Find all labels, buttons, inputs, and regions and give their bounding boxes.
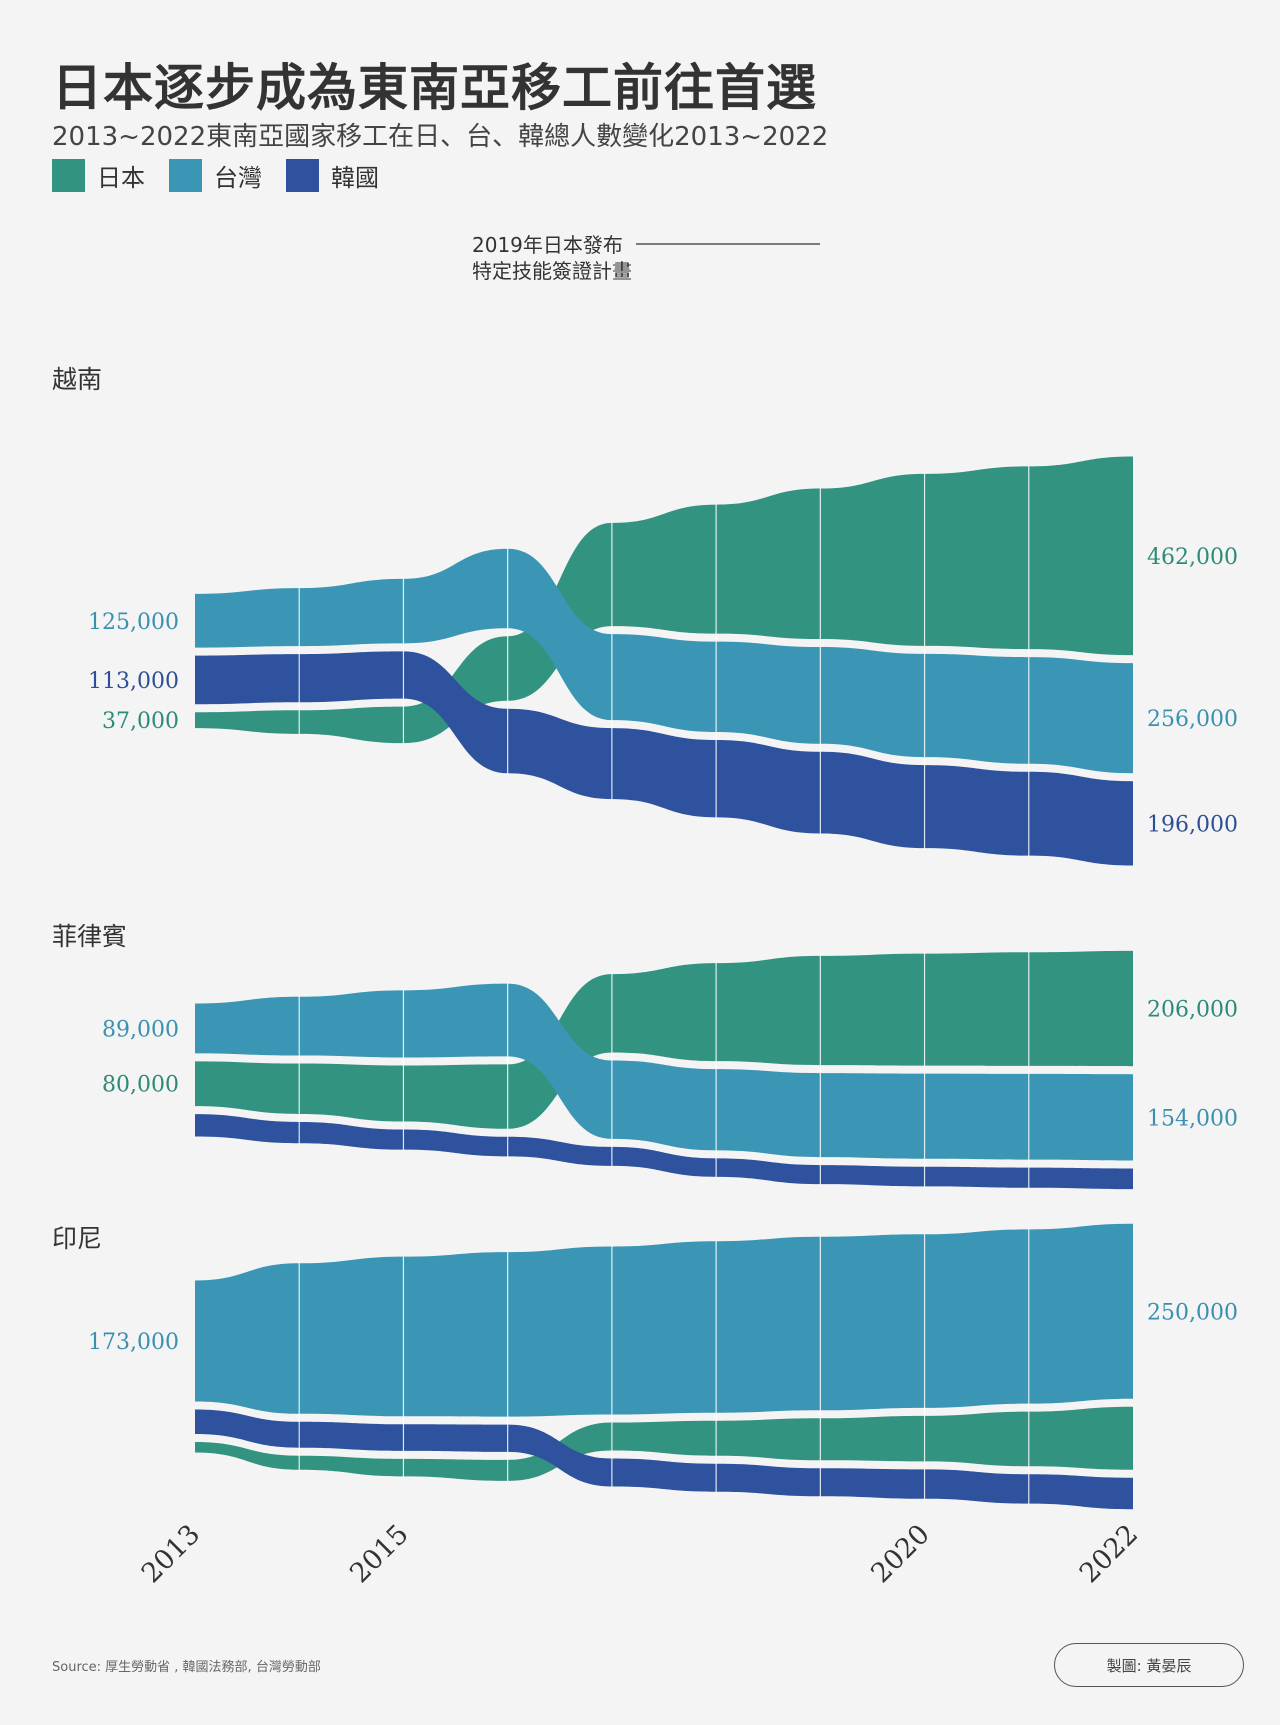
legend-swatch-korea — [286, 159, 319, 192]
panel-title-indonesia: 印尼 — [52, 1224, 102, 1253]
start-label-vietnam-日本: 37,000 — [102, 709, 179, 734]
annotation-text-line2: 特定技能簽證計畫 — [472, 259, 632, 283]
x-tick-label: 2015 — [344, 1519, 415, 1590]
x-tick-label: 2022 — [1074, 1519, 1145, 1590]
legend-label-japan: 日本 — [97, 164, 145, 192]
area-indonesia-台灣 — [195, 1223, 1133, 1417]
source-note: Source: 厚生勞動省 , 韓國法務部, 台灣勞動部 — [52, 1660, 321, 1675]
area-philippines-韓國 — [195, 1114, 1133, 1190]
credit-badge: 製圖: 黃晏辰 — [1054, 1643, 1244, 1687]
legend-swatch-taiwan — [169, 159, 202, 192]
end-label-vietnam-日本: 462,000 — [1147, 545, 1238, 570]
start-label-philippines-台灣: 89,000 — [102, 1017, 179, 1042]
end-label-vietnam-韓國: 196,000 — [1147, 812, 1238, 837]
start-label-indonesia-台灣: 173,000 — [88, 1330, 179, 1355]
panel-title-vietnam: 越南 — [52, 365, 102, 394]
area-philippines-日本 — [195, 950, 1133, 1129]
legend-item-taiwan: 台灣 — [169, 158, 262, 193]
legend-item-korea: 韓國 — [286, 158, 379, 193]
end-label-vietnam-台灣: 256,000 — [1147, 707, 1238, 732]
end-label-philippines-台灣: 154,000 — [1147, 1106, 1238, 1131]
legend-item-japan: 日本 — [52, 158, 145, 193]
x-tick-label: 2013 — [136, 1519, 207, 1590]
legend-swatch-japan — [52, 159, 85, 192]
legend-label-taiwan: 台灣 — [214, 164, 262, 192]
start-label-vietnam-韓國: 113,000 — [88, 669, 179, 694]
area-vietnam-台灣 — [195, 548, 1133, 774]
page-title: 日本逐步成為東南亞移工前往首選 — [52, 59, 817, 117]
start-label-vietnam-台灣: 125,000 — [88, 610, 179, 635]
end-label-indonesia-台灣: 250,000 — [1147, 1300, 1238, 1325]
annotation-text-line1: 2019年日本發布 — [472, 233, 623, 257]
panel-title-philippines: 菲律賓 — [52, 922, 127, 951]
area-vietnam-韓國 — [195, 651, 1133, 866]
start-label-philippines-日本: 80,000 — [102, 1073, 179, 1098]
area-vietnam-日本 — [195, 456, 1133, 744]
area-indonesia-韓國 — [195, 1409, 1133, 1510]
legend: 日本 台灣 韓國 — [52, 158, 389, 193]
area-philippines-台灣 — [195, 983, 1133, 1161]
page-subtitle: 2013~2022東南亞國家移工在日、台、韓總人數變化2013~2022 — [52, 122, 829, 152]
area-indonesia-日本 — [195, 1406, 1133, 1481]
legend-label-korea: 韓國 — [331, 164, 379, 192]
x-tick-label: 2020 — [865, 1519, 936, 1590]
end-label-philippines-日本: 206,000 — [1147, 998, 1238, 1023]
